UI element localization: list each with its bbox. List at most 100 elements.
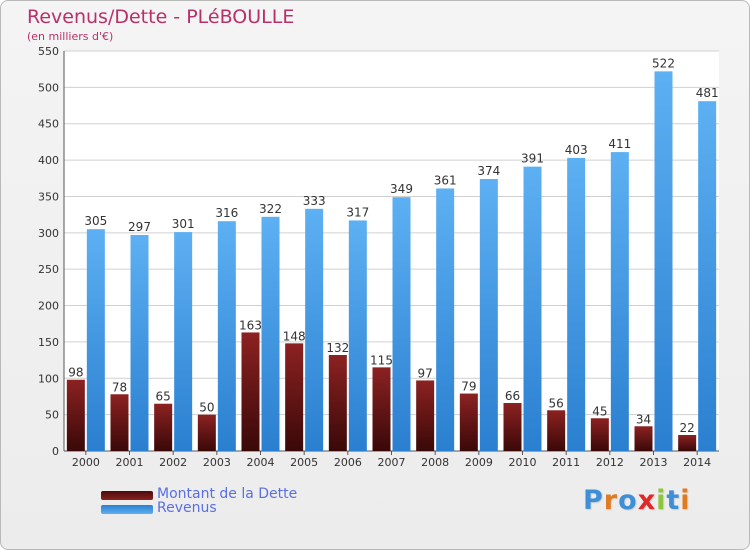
bar-debt	[328, 355, 347, 451]
logo-letter: i	[656, 485, 667, 516]
y-tick-label: 450	[38, 118, 59, 131]
bar-revenue	[567, 157, 586, 451]
bar-label-revenue: 349	[390, 182, 413, 196]
bar-label-revenue: 391	[521, 152, 544, 166]
x-tick-label: 2005	[290, 456, 318, 469]
bar-label-revenue: 301	[172, 217, 195, 231]
x-tick-label: 2006	[334, 456, 362, 469]
bar-debt	[372, 367, 391, 451]
x-tick-label: 2001	[116, 456, 144, 469]
y-tick-label: 300	[38, 227, 59, 240]
x-tick-label: 2002	[159, 456, 187, 469]
bar-label-debt: 56	[549, 396, 564, 410]
y-tick-label: 350	[38, 190, 59, 203]
x-tick-label: 2008	[421, 456, 449, 469]
y-tick-label: 100	[38, 372, 59, 385]
bar-label-debt: 79	[461, 380, 476, 394]
bar-label-revenue: 317	[346, 205, 369, 219]
bar-revenue	[479, 179, 498, 451]
bar-debt	[110, 394, 129, 451]
bar-revenue	[86, 229, 105, 451]
bar-revenue	[305, 208, 324, 451]
legend-label-debt: Montant de la Dette	[157, 486, 298, 502]
bar-label-debt: 148	[283, 329, 306, 343]
bar-label-revenue: 305	[84, 214, 107, 228]
bar-label-revenue: 297	[128, 220, 151, 234]
bar-debt	[590, 418, 609, 451]
y-tick-label: 500	[38, 81, 59, 94]
logo-letter: o	[618, 485, 638, 516]
bar-label-debt: 163	[239, 318, 262, 332]
bar-debt	[459, 393, 478, 451]
bar-revenue	[348, 220, 367, 451]
bar-revenue	[610, 152, 629, 451]
x-tick-label: 2009	[465, 456, 493, 469]
proxiti-logo: Proxiti	[583, 485, 691, 516]
bar-label-debt: 45	[592, 404, 607, 418]
bar-revenue	[654, 71, 673, 451]
bar-revenue	[130, 235, 149, 451]
bar-revenue	[174, 232, 193, 451]
x-tick-label: 2011	[552, 456, 580, 469]
bar-label-debt: 78	[112, 380, 127, 394]
bar-label-debt: 65	[156, 390, 171, 404]
bar-debt	[416, 380, 435, 451]
bar-label-debt: 34	[636, 412, 651, 426]
bar-label-revenue: 316	[215, 206, 238, 220]
bar-label-debt: 22	[680, 421, 695, 435]
bar-label-debt: 66	[505, 389, 520, 403]
bar-debt	[547, 410, 566, 451]
bar-label-revenue: 411	[608, 137, 631, 151]
bar-revenue	[523, 166, 542, 452]
bar-debt	[66, 379, 85, 451]
logo-letter: i	[680, 485, 691, 516]
bar-label-debt: 115	[370, 353, 393, 367]
bar-revenue	[217, 221, 236, 451]
chart-subtitle: (en milliers d'€)	[27, 30, 114, 43]
bar-revenue	[261, 216, 280, 451]
plot-area	[64, 51, 719, 451]
bar-debt	[241, 332, 260, 451]
x-tick-label: 2007	[378, 456, 406, 469]
bar-revenue	[392, 197, 411, 451]
chart-title: Revenus/Dette - PLéBOULLE	[27, 6, 295, 28]
y-tick-label: 250	[38, 263, 59, 276]
bar-revenue	[698, 101, 717, 451]
bar-debt	[285, 343, 304, 451]
bar-label-revenue: 403	[565, 143, 588, 157]
x-tick-label: 2014	[683, 456, 711, 469]
x-tick-label: 2000	[72, 456, 100, 469]
bar-debt	[503, 403, 522, 451]
bar-revenue	[436, 188, 455, 452]
bar-label-revenue: 522	[652, 56, 675, 70]
bar-debt	[154, 403, 173, 451]
x-tick-label: 2012	[596, 456, 624, 469]
y-tick-label: 400	[38, 154, 59, 167]
y-tick-label: 150	[38, 336, 59, 349]
x-tick-label: 2013	[640, 456, 668, 469]
bar-debt	[197, 414, 216, 451]
bar-label-revenue: 374	[477, 164, 500, 178]
logo-letter: x	[637, 485, 657, 516]
x-tick-label: 2003	[203, 456, 231, 469]
bar-label-revenue: 361	[434, 173, 457, 187]
x-tick-label: 2004	[247, 456, 275, 469]
bar-label-debt: 98	[68, 366, 83, 380]
y-tick-label: 200	[38, 300, 59, 313]
bar-label-debt: 50	[199, 401, 214, 415]
bar-label-revenue: 481	[696, 86, 719, 100]
bar-debt	[634, 426, 653, 451]
bar-label-revenue: 322	[259, 202, 282, 216]
bar-label-debt: 132	[326, 341, 349, 355]
legend-swatch-debt	[101, 491, 153, 500]
legend-label-revenue: Revenus	[157, 500, 217, 516]
bar-label-revenue: 333	[303, 194, 326, 208]
logo-letter: r	[603, 485, 619, 516]
y-tick-label: 0	[52, 445, 59, 458]
legend-swatch-revenue	[101, 505, 153, 514]
y-tick-label: 50	[45, 409, 59, 422]
logo-letter: P	[583, 485, 604, 516]
logo-letter: t	[666, 485, 681, 516]
